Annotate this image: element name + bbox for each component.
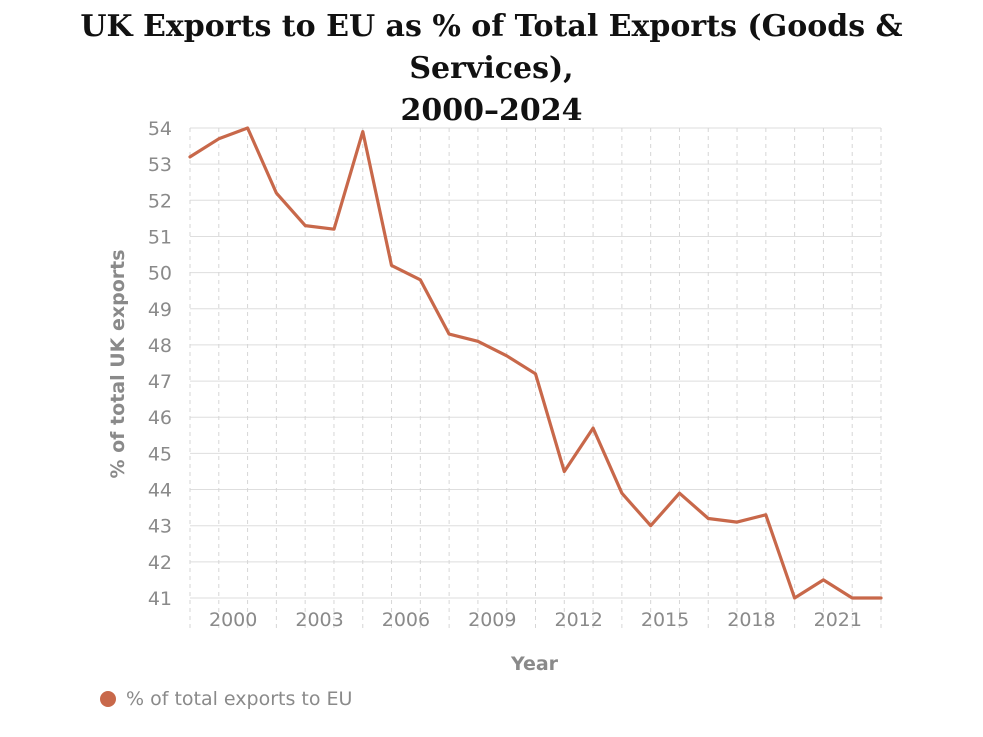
x-tick-label: 2021 — [814, 609, 862, 631]
y-tick-label: 41 — [148, 588, 172, 610]
y-tick-label: 54 — [148, 118, 172, 140]
legend: % of total exports to EU — [100, 686, 352, 712]
x-tick-label: 2015 — [641, 609, 689, 631]
y-tick-label: 53 — [148, 154, 172, 176]
y-tick-label: 45 — [148, 443, 172, 465]
x-tick-label: 2003 — [295, 609, 343, 631]
chart-subtitle: 2000–2024 — [400, 93, 583, 128]
grid — [189, 127, 882, 632]
y-tick-label: 47 — [148, 371, 172, 393]
y-tick-label: 51 — [148, 226, 172, 248]
x-axis-ticks: 2000 2003 2006 2009 2012 2015 2018 2021 — [209, 609, 862, 631]
legend-marker — [100, 691, 116, 707]
chart-title: UK Exports to EU as % of Total Exports (… — [0, 6, 983, 132]
y-axis-ticks: 41 42 43 44 45 46 47 48 49 50 51 52 53 54 — [148, 118, 172, 610]
y-tick-label: 48 — [148, 335, 172, 357]
chart-title-line1: UK Exports to EU as % of Total Exports (… — [80, 9, 903, 86]
y-tick-label: 46 — [148, 407, 172, 429]
x-tick-label: 2018 — [727, 609, 775, 631]
series-layer — [188, 126, 883, 600]
series-line — [188, 126, 883, 600]
x-axis-label: Year — [510, 653, 559, 675]
legend-label: % of total exports to EU — [126, 688, 353, 710]
y-tick-label: 52 — [148, 190, 172, 212]
x-tick-label: 2000 — [209, 609, 257, 631]
y-tick-label: 44 — [148, 480, 172, 502]
x-tick-label: 2012 — [555, 609, 603, 631]
y-axis-label: % of total UK exports — [107, 249, 129, 478]
x-tick-label: 2009 — [468, 609, 516, 631]
y-tick-label: 49 — [148, 299, 172, 321]
y-tick-label: 50 — [148, 263, 172, 285]
y-tick-label: 42 — [148, 552, 172, 574]
y-tick-label: 43 — [148, 516, 172, 538]
x-tick-label: 2006 — [382, 609, 430, 631]
